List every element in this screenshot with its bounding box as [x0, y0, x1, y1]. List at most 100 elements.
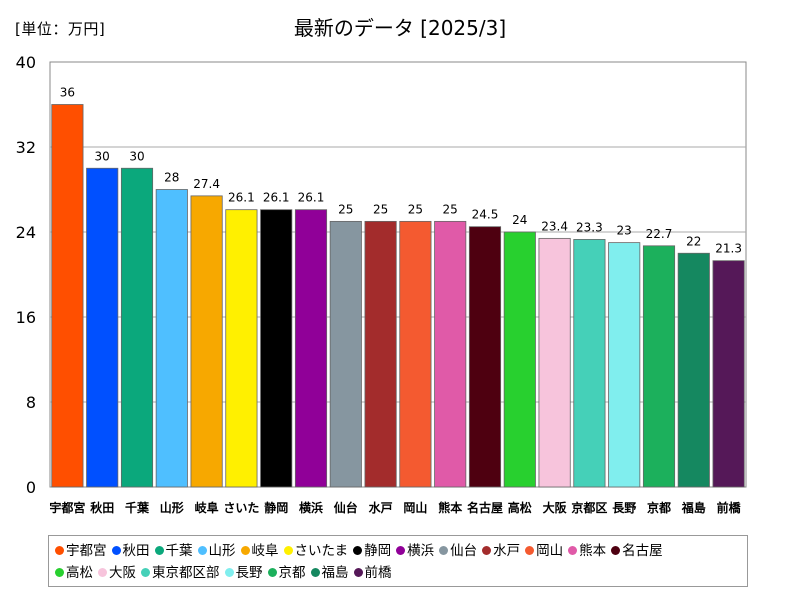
y-tick-label: 32 — [16, 138, 36, 157]
y-tick-label: 0 — [26, 478, 36, 497]
legend-label: 熊本 — [579, 543, 607, 559]
bar — [51, 104, 84, 488]
bar — [120, 167, 154, 488]
bar — [155, 189, 188, 488]
bar — [190, 195, 223, 488]
data-label: 26.1 — [298, 191, 325, 205]
y-tick-label: 16 — [16, 308, 36, 327]
legend-label: 京都 — [278, 565, 306, 581]
legend-row: 高松 大阪 東京都区部 長野 京都 福島 前橋 — [55, 563, 743, 583]
legend-swatch — [353, 568, 363, 577]
y-tick-label: 24 — [16, 223, 36, 242]
legend-label: 秋田 — [122, 543, 150, 559]
unit-label: [単位：万円] — [15, 20, 106, 38]
x-tick-label: 高松 — [508, 500, 532, 515]
x-tick-label: 千葉 — [125, 500, 150, 515]
bar — [608, 242, 641, 488]
legend-label: 名古屋 — [622, 543, 663, 559]
data-label: 26.1 — [263, 191, 290, 205]
legend-item: 仙台 — [439, 541, 477, 561]
legend-item: 宇都宮 — [55, 541, 107, 561]
legend-label: 横浜 — [407, 543, 435, 559]
data-label: 25 — [443, 202, 458, 216]
legend-label: 福島 — [321, 565, 349, 581]
legend-item: 長野 — [224, 563, 263, 583]
x-tick-label: 京都区 — [571, 500, 607, 515]
legend-swatch — [141, 568, 150, 577]
legend-item: 大阪 — [98, 563, 136, 583]
x-tick-label: 前橋 — [717, 500, 742, 515]
legend-label: 宇都宮 — [66, 543, 107, 559]
legend-swatch — [98, 568, 107, 577]
legend-label: 大阪 — [109, 565, 136, 581]
legend-row: 宇都宮 秋田 千葉 山形 岐阜 さいたま 静岡 横浜 仙台 水戸 岡山 熊本 名古屋 — [55, 541, 743, 561]
bar — [434, 220, 467, 488]
data-label: 24 — [512, 213, 527, 227]
legend-swatch — [353, 546, 363, 555]
y-tick-label: 40 — [16, 53, 36, 72]
legend-item: 福島 — [310, 563, 349, 583]
legend-swatch — [197, 546, 207, 555]
x-tick-label: 大阪 — [543, 500, 568, 515]
x-tick-label: 水戸 — [369, 500, 393, 515]
x-tick-label: 熊本 — [438, 500, 462, 515]
legend-label: 前橋 — [364, 565, 392, 581]
legend-swatch — [55, 546, 64, 555]
legend-label: 長野 — [235, 565, 263, 581]
data-label: 23.4 — [541, 219, 568, 233]
legend-label: 静岡 — [364, 543, 392, 559]
legend-item: 山形 — [197, 541, 236, 561]
legend-swatch — [267, 568, 277, 577]
chart-legend: 宇都宮 秋田 千葉 山形 岐阜 さいたま 静岡 横浜 仙台 水戸 岡山 熊本 名古屋 高松 大阪 東京都区部… — [48, 535, 748, 587]
bar — [294, 209, 328, 488]
legend-label: 岡山 — [536, 543, 564, 559]
legend-item: 前橋 — [353, 563, 392, 583]
legend-item: 岐阜 — [240, 541, 279, 561]
data-label: 26.1 — [228, 191, 255, 205]
legend-swatch — [224, 568, 234, 577]
legend-item: 熊本 — [568, 541, 606, 561]
legend-swatch — [310, 568, 320, 577]
bar — [399, 220, 432, 488]
data-label: 23.3 — [576, 220, 603, 234]
data-label: 28 — [164, 171, 179, 185]
legend-label: さいたま — [294, 543, 349, 559]
x-tick-label: 横浜 — [299, 500, 323, 515]
data-label: 30 — [95, 149, 110, 163]
bar — [503, 231, 536, 488]
data-label: 30 — [129, 149, 144, 163]
legend-label: 千葉 — [165, 543, 193, 559]
x-tick-label: 京都 — [647, 500, 671, 515]
bar — [538, 237, 571, 488]
x-tick-label: 仙台 — [334, 500, 358, 515]
legend-swatch — [111, 546, 121, 555]
legend-item: 高松 — [55, 563, 93, 583]
legend-item: 京都 — [267, 563, 306, 583]
bar — [329, 220, 362, 488]
data-label: 24.5 — [472, 208, 499, 222]
data-label: 22.7 — [646, 227, 673, 241]
data-label: 27.4 — [193, 177, 220, 191]
data-label: 25 — [373, 202, 388, 216]
legend-swatch — [611, 546, 621, 555]
legend-swatch — [568, 546, 578, 555]
bar — [468, 226, 502, 488]
x-tick-label: 静岡 — [264, 500, 288, 515]
x-tick-label: 名古屋 — [467, 500, 503, 515]
legend-swatch — [240, 546, 250, 555]
legend-label: 仙台 — [450, 543, 478, 559]
bar — [573, 239, 606, 488]
bar — [712, 260, 745, 488]
legend-item: さいたま — [283, 541, 349, 561]
data-label: 22 — [686, 234, 701, 248]
bar — [642, 245, 676, 488]
y-tick-label: 8 — [26, 393, 36, 412]
legend-swatch — [154, 546, 164, 555]
legend-item: 千葉 — [154, 541, 193, 561]
chart-title: 最新のデータ [2025/3] — [293, 16, 507, 40]
legend-item: 名古屋 — [611, 541, 663, 561]
data-label: 23 — [617, 224, 632, 238]
legend-item: 横浜 — [396, 541, 434, 561]
data-label: 21.3 — [715, 242, 742, 256]
